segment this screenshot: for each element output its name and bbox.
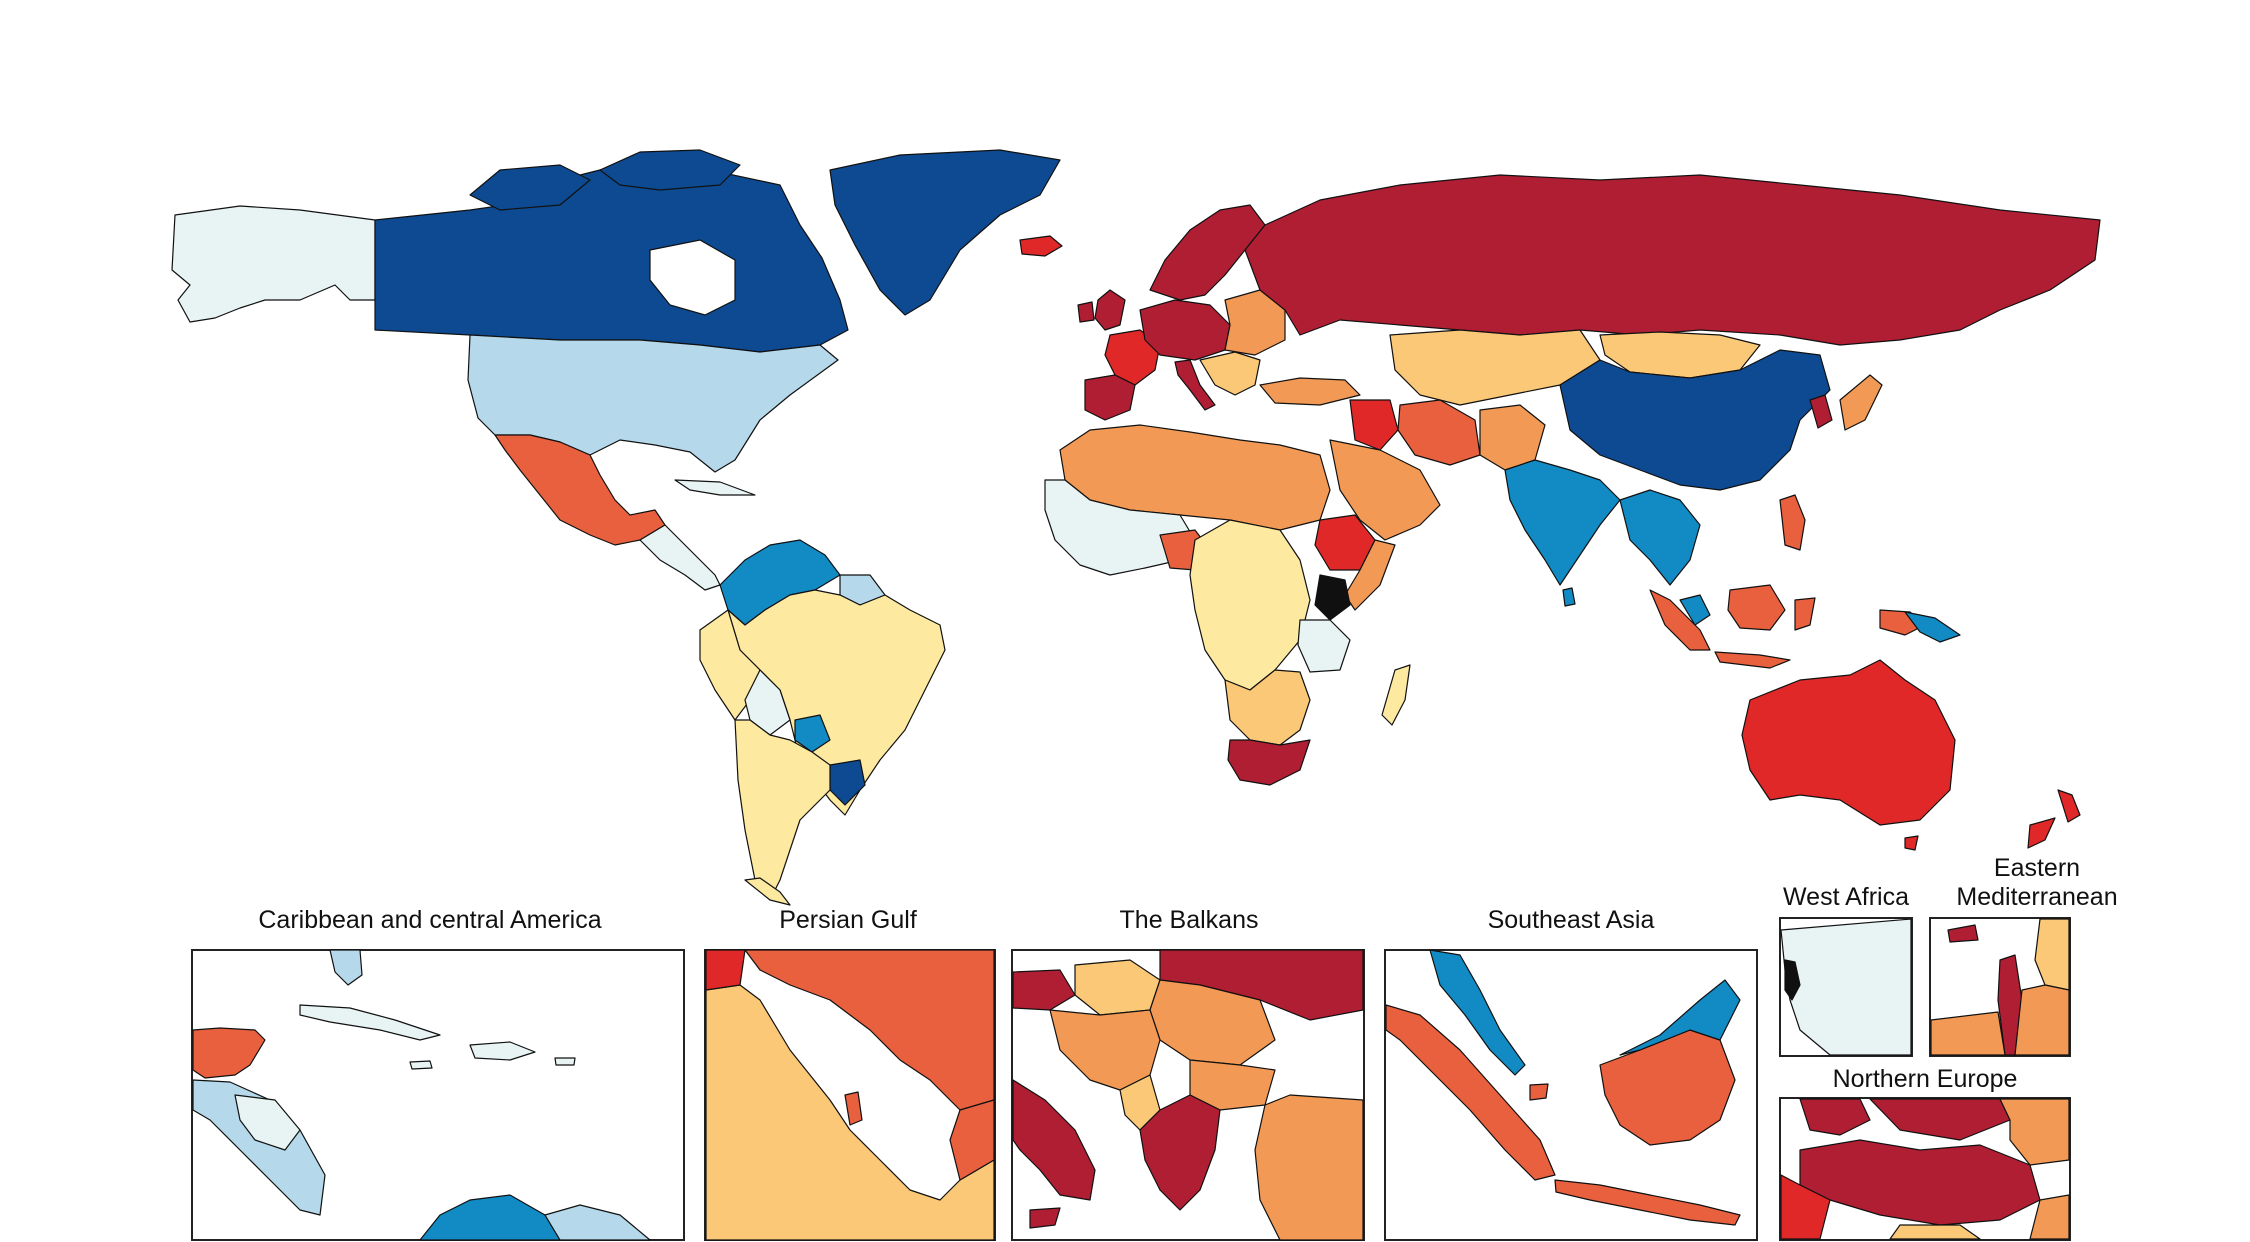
inset-caribbean-florida (329, 949, 363, 986)
inset-eastern-med-jordan (2014, 984, 2070, 1056)
inset-northern-europe: Northern Europe (1779, 1065, 2071, 1241)
inset-balkans-turkey (1254, 1094, 1364, 1241)
region-new-zealand-south (2027, 817, 2056, 849)
region-tanzania (1297, 619, 1351, 673)
region-philippines (1779, 494, 1806, 551)
inset-sea-malaysia (1429, 949, 1526, 1076)
region-sumatra (1649, 589, 1711, 651)
region-malaysia (1679, 594, 1711, 626)
inset-caribbean-mexico (192, 1027, 266, 1079)
inset-title-persian-gulf: Persian Gulf (779, 906, 917, 934)
region-greenland (829, 149, 1061, 316)
region-balkans (1199, 351, 1261, 396)
inset-sea-sumatra (1385, 1004, 1556, 1181)
region-iceland (1019, 235, 1063, 257)
region-uk (1094, 289, 1126, 331)
region-java (1714, 651, 1791, 669)
region-new-zealand (2057, 789, 2081, 823)
inset-balkans-italy (1012, 1079, 1096, 1201)
inset-title-eastern-med-1: Eastern (1994, 854, 2080, 882)
region-borneo (1727, 584, 1786, 631)
region-madagascar (1381, 664, 1411, 726)
region-papua-new-guinea (1904, 611, 1961, 643)
inset-gulf-iran (744, 949, 995, 1111)
inset-gulf-oman (949, 1099, 995, 1181)
region-central-america (639, 524, 721, 591)
inset-eastern-mediterranean: Eastern Mediterranean (1929, 854, 2118, 1057)
inset-caribbean-puerto-rico (554, 1057, 576, 1066)
region-mexico (494, 434, 666, 546)
inset-gulf-iraq (705, 949, 746, 991)
inset-title-west-africa: West Africa (1783, 883, 1909, 911)
inset-balkans: The Balkans (1011, 906, 1365, 1241)
inset-west-africa-coast (1784, 959, 1801, 1001)
region-southern-africa (1224, 669, 1311, 746)
inset-caribbean-guatemala (234, 1094, 301, 1151)
inset-eastern-med-egypt (1930, 1011, 2006, 1056)
inset-eastern-med-cyprus (1947, 924, 1979, 943)
inset-gulf-arabia (705, 984, 995, 1241)
region-alaska (171, 205, 376, 323)
region-china (1559, 349, 1831, 491)
inset-sea-java (1554, 1179, 1741, 1226)
region-sulawesi (1794, 597, 1816, 631)
region-indochina (1619, 489, 1701, 586)
region-paraguay (794, 714, 831, 753)
inset-title-eastern-med-2: Mediterranean (1956, 883, 2117, 911)
region-australia (1741, 659, 1956, 826)
region-india (1504, 459, 1621, 586)
inset-caribbean-jamaica (409, 1060, 433, 1070)
region-iran (1397, 399, 1481, 466)
region-somalia (1344, 539, 1396, 611)
region-iberia (1084, 374, 1136, 421)
region-south-africa (1227, 739, 1311, 786)
region-tasmania (1904, 835, 1919, 851)
region-tierra-del-fuego (744, 877, 791, 906)
region-korea (1809, 394, 1833, 429)
region-hudson-bay (649, 239, 736, 316)
inset-north-europe-south (1889, 1224, 1981, 1240)
inset-north-europe-southeast (2029, 1194, 2070, 1240)
inset-title-northern-europe: Northern Europe (1833, 1065, 2018, 1093)
region-kenya (1314, 574, 1351, 621)
inset-southeast-asia: Southeast Asia (1384, 906, 1758, 1241)
region-iraq (1349, 399, 1399, 451)
region-cuba (674, 479, 756, 496)
inset-north-europe-west (1780, 1174, 1831, 1240)
region-arabia (1329, 439, 1441, 541)
inset-persian-gulf: Persian Gulf (704, 906, 996, 1241)
region-argentina-chile (734, 719, 831, 901)
inset-caribbean: Caribbean and central America (191, 906, 685, 1241)
region-sri-lanka (1562, 587, 1576, 607)
inset-caribbean-venezuela (544, 1204, 651, 1241)
inset-frame-caribbean (191, 949, 685, 1241)
region-arctic-islands-2 (599, 149, 741, 191)
region-ireland (1077, 301, 1095, 323)
region-canada (374, 164, 849, 353)
region-russia (1244, 174, 2101, 346)
inset-title-balkans: The Balkans (1120, 906, 1259, 934)
inset-north-europe-scandinavia (1799, 1098, 1871, 1136)
inset-title-southeast-asia: Southeast Asia (1488, 906, 1655, 934)
inset-balkans-greece (1139, 1094, 1221, 1211)
region-italy (1174, 359, 1216, 411)
inset-gulf-qatar (844, 1091, 863, 1126)
inset-title-caribbean: Caribbean and central America (258, 906, 601, 934)
inset-sea-bangka (1529, 1083, 1549, 1101)
inset-balkans-sicily (1029, 1207, 1061, 1229)
inset-caribbean-hispaniola (469, 1041, 536, 1061)
region-arctic-islands (469, 164, 591, 211)
inset-north-europe-north (1869, 1098, 2011, 1141)
region-central-africa (1189, 519, 1311, 691)
region-japan (1839, 374, 1883, 431)
inset-balkans-austria (1012, 969, 1076, 1011)
inset-caribbean-cuba (299, 1004, 441, 1041)
inset-sea-sabah (1619, 979, 1741, 1056)
region-turkey (1259, 377, 1361, 406)
inset-caribbean-central (192, 1079, 326, 1216)
world-map (171, 149, 2101, 906)
inset-west-africa: West Africa (1779, 883, 1913, 1057)
